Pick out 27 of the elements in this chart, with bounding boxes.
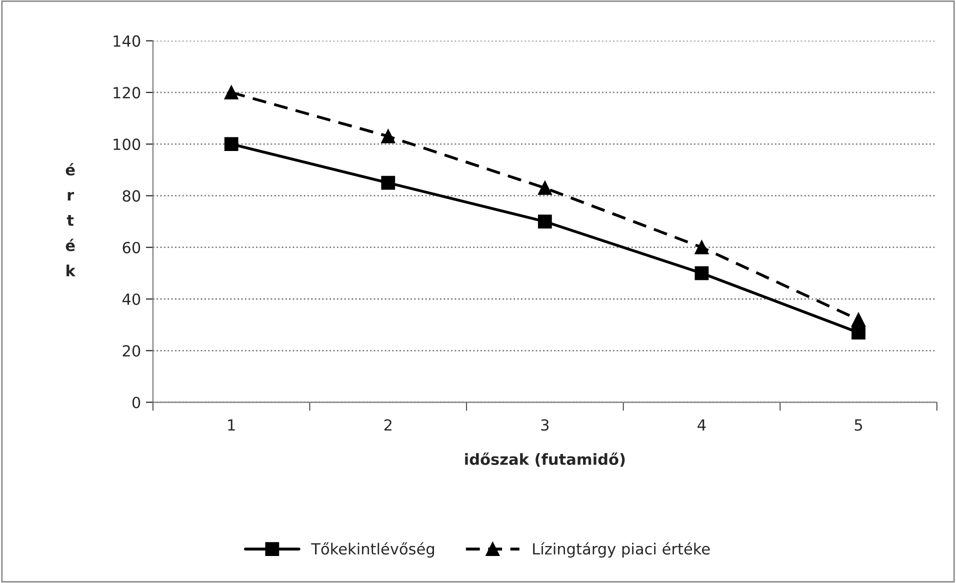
y-tick-label: 80 — [122, 190, 140, 202]
legend-label: Tőkekintlévőség — [311, 542, 434, 558]
point — [538, 181, 552, 195]
point — [852, 312, 866, 327]
x-tick-label: 4 — [698, 419, 706, 431]
y-tick-label: 140 — [114, 35, 140, 47]
point — [381, 176, 396, 190]
y-tick-label: 100 — [114, 138, 140, 150]
x-tick-label: 1 — [228, 419, 235, 431]
x-tick-label: 5 — [854, 419, 862, 431]
legend-label: Lízingtárgy piaci értéke — [533, 542, 710, 558]
point — [694, 266, 709, 280]
y-tick-label: 40 — [122, 293, 140, 306]
x-tick-label: 3 — [541, 419, 549, 431]
x-axis-title: időszak (futamidő) — [465, 452, 625, 467]
y-tick-label: 60 — [122, 242, 140, 254]
point — [852, 326, 866, 340]
y-tick-label: 20 — [122, 345, 140, 357]
y-tick-label: 120 — [114, 86, 140, 98]
point — [224, 137, 238, 152]
y-tick-label: 0 — [132, 396, 140, 408]
point — [538, 214, 552, 228]
point — [224, 86, 238, 100]
x-tick-label: 2 — [384, 419, 392, 431]
point — [381, 129, 396, 144]
y-axis-title: érték — [66, 163, 76, 276]
point — [694, 240, 709, 254]
